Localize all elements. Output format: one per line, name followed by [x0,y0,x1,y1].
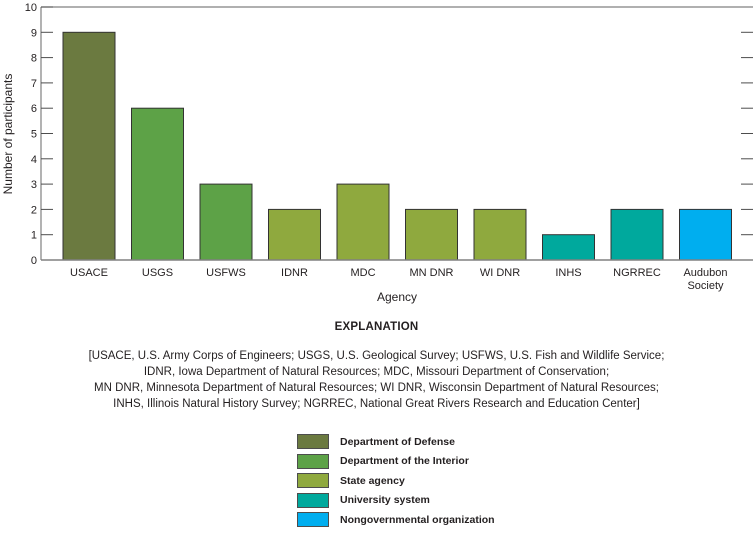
explanation-text: [USACE, U.S. Army Corps of Engineers; US… [0,348,753,412]
bar-audubon-society [679,208,732,261]
x-category-label: INHS [555,267,581,279]
chart-axes [40,6,753,261]
x-category-label: WI DNR [480,267,520,279]
bar-wi-dnr [473,208,527,261]
bar-mdc [336,183,390,261]
legend: Department of Defense Department of the … [297,432,495,530]
explanation-line: INHS, Illinois Natural History Survey; N… [113,398,640,410]
legend-item-defense: Department of Defense [297,432,495,452]
bar-chart: 0 1 2 3 4 5 6 7 8 9 10 USACE USGS USFWS IDNR MDC MN DNR W… [1,2,753,304]
bar-usgs [131,107,184,261]
chart-bars [62,31,732,261]
legend-swatch [297,453,329,469]
legend-label: Nongovernmental organization [340,513,495,526]
y-tick-label: 4 [31,154,37,166]
y-tick-label: 3 [31,179,37,191]
chart-labels: 0 1 2 3 4 5 6 7 8 9 10 USACE USGS USFWS IDNR MDC MN DNR W… [25,2,728,292]
legend-label: Department of Defense [340,435,455,448]
x-category-label: NGRREC [613,267,661,279]
y-axis-title: Number of participants [1,74,15,195]
x-category-label: Audubon [683,267,727,279]
x-category-label: Society [687,280,724,292]
explanation-line: [USACE, U.S. Army Corps of Engineers; US… [88,350,665,362]
legend-swatch [297,492,329,508]
legend-item-ngo: Nongovernmental organization [297,510,495,530]
legend-item-university: University system [297,491,495,511]
legend-swatch [297,473,329,489]
bar-idnr [268,208,321,261]
bar-ngrrec [610,208,664,261]
y-tick-label: 1 [31,230,37,242]
y-tick-label: 0 [31,255,37,267]
x-category-label: MDC [350,267,375,279]
bar-usfws [199,183,253,261]
explanation-line: MN DNR, Minnesota Department of Natural … [94,382,659,394]
x-category-label: USGS [142,267,173,279]
explanation-line: IDNR, Iowa Department of Natural Resourc… [143,366,610,378]
legend-item-interior: Department of the Interior [297,452,495,472]
x-axis-title: Agency [377,290,417,304]
legend-swatch [297,434,329,450]
explanation-title: EXPLANATION [334,321,419,333]
y-tick-label: 10 [25,2,37,14]
bar-inhs [542,234,595,261]
x-category-label: USACE [70,267,108,279]
bar-mn-dnr [405,208,458,261]
y-tick-label: 5 [31,129,37,141]
legend-label: State agency [340,474,405,487]
y-tick-label: 8 [31,53,37,65]
x-category-label: USFWS [206,267,246,279]
y-tick-label: 7 [31,78,37,90]
legend-label: Department of the Interior [340,455,469,468]
y-tick-label: 2 [31,204,37,216]
x-category-label: IDNR [281,267,308,279]
bar-usace [62,31,116,261]
y-tick-label: 6 [31,103,37,115]
legend-item-state: State agency [297,471,495,491]
y-tick-label: 9 [31,27,37,39]
legend-swatch [297,512,329,528]
x-category-label: MN DNR [410,267,454,279]
legend-label: University system [340,494,430,507]
